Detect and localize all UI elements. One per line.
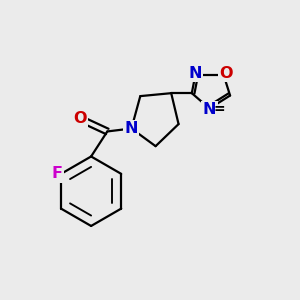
Text: =: = <box>214 102 226 116</box>
Text: N: N <box>189 66 202 81</box>
Text: N: N <box>203 103 216 118</box>
Text: O: O <box>74 111 87 126</box>
Text: N: N <box>125 121 138 136</box>
Text: O: O <box>219 66 233 81</box>
Text: F: F <box>52 166 63 181</box>
